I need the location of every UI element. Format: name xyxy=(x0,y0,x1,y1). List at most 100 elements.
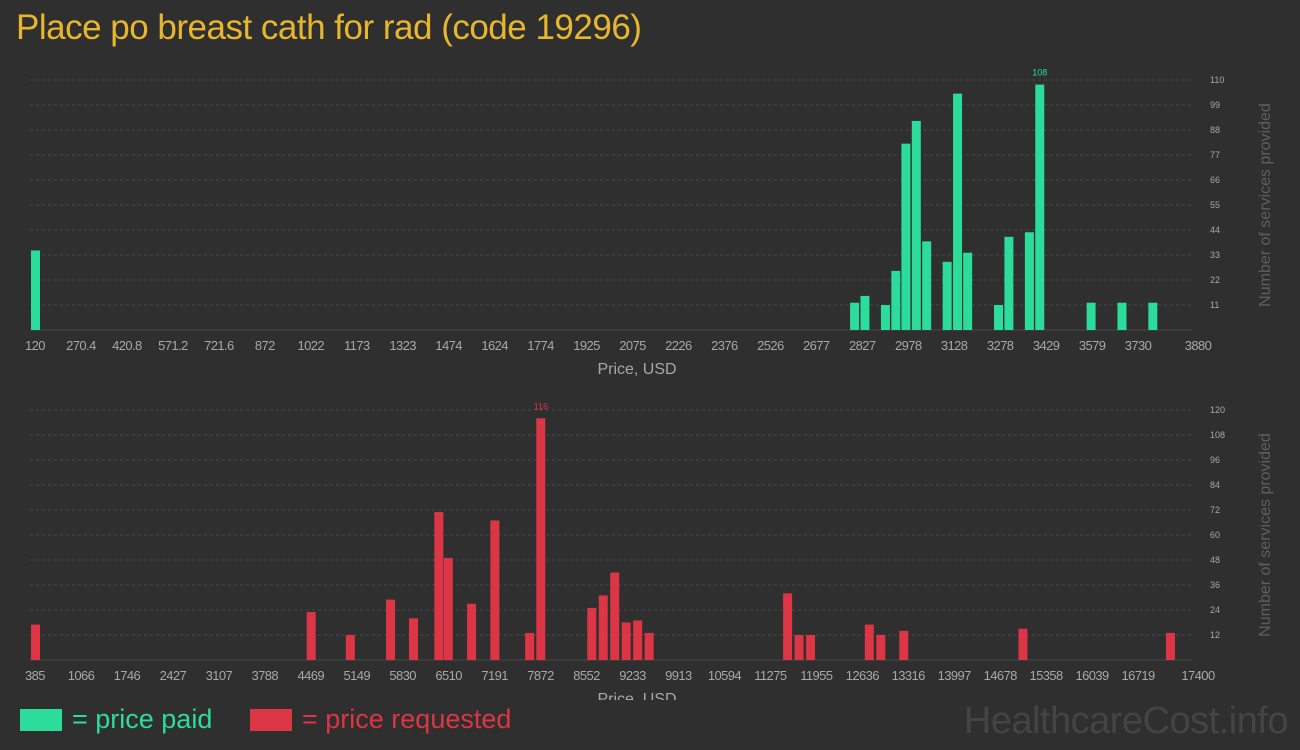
x-tick-label: 2827 xyxy=(849,338,876,353)
requested-bar xyxy=(525,632,535,660)
page-title: Place po breast cath for rad (code 19296… xyxy=(16,8,642,47)
x-tick-label: 2978 xyxy=(895,338,922,353)
x-tick-label: 7191 xyxy=(481,668,508,683)
x-tick-label: 3429 xyxy=(1033,338,1060,353)
paid-bar xyxy=(31,250,40,330)
requested-bar xyxy=(434,512,444,660)
requested-bar xyxy=(633,620,643,660)
y-tick-label: 96 xyxy=(1210,455,1220,465)
requested-bar xyxy=(876,635,886,660)
x-tick-label: 2376 xyxy=(711,338,738,353)
requested-bar xyxy=(386,599,396,660)
requested-bar xyxy=(864,624,874,660)
x-tick-label: 120 xyxy=(25,338,45,353)
requested-bar xyxy=(1165,632,1175,660)
paid-bar xyxy=(1086,302,1096,330)
x-tick-label: 3880 xyxy=(1185,338,1212,353)
paid-bar xyxy=(1035,84,1045,330)
x-tick-label: 3579 xyxy=(1079,338,1106,353)
x-tick-label: 1774 xyxy=(527,338,554,353)
y-tick-label: 88 xyxy=(1210,125,1220,135)
requested-bar xyxy=(306,612,316,660)
requested-bar xyxy=(345,635,355,660)
x-tick-label: 13316 xyxy=(892,668,926,683)
x-tick-label: 5830 xyxy=(389,668,416,683)
paid-bar xyxy=(922,241,932,330)
x-tick-label: 872 xyxy=(255,338,275,353)
paid-bar xyxy=(911,120,921,330)
x-tick-label: 3788 xyxy=(252,668,279,683)
max-value-label: 116 xyxy=(534,401,548,411)
paid-bar xyxy=(1004,236,1014,330)
y-tick-label: 36 xyxy=(1210,580,1220,590)
x-tick-label: 5149 xyxy=(343,668,370,683)
requested-bar xyxy=(1018,628,1028,660)
y-tick-label: 55 xyxy=(1210,200,1220,210)
x-tick-label: 2226 xyxy=(665,338,692,353)
requested-bar xyxy=(899,630,909,660)
x-tick-label: 721.6 xyxy=(204,338,234,353)
y-tick-label: 72 xyxy=(1210,505,1220,515)
watermark: HealthcareCost.info xyxy=(963,700,1289,742)
x-tick-label: 4469 xyxy=(297,668,324,683)
legend-label-paid: = price paid xyxy=(72,704,213,734)
paid-bar xyxy=(1024,232,1034,330)
y-tick-label: 99 xyxy=(1210,100,1220,110)
requested-bar xyxy=(587,607,597,660)
y-tick-label: 48 xyxy=(1210,555,1220,565)
paid-bar xyxy=(860,295,870,330)
x-tick-label: 13997 xyxy=(938,668,972,683)
y-tick-label: 33 xyxy=(1210,250,1220,260)
x-tick-label: 1624 xyxy=(481,338,508,353)
x-tick-label: 3107 xyxy=(206,668,233,683)
y-tick-label: 84 xyxy=(1210,480,1220,490)
x-tick-label: 3730 xyxy=(1125,338,1152,353)
paid-bar xyxy=(953,93,963,331)
requested-bar xyxy=(783,593,793,660)
y-axis-title: Number of services provided xyxy=(1257,103,1274,307)
x-tick-label: 16719 xyxy=(1121,668,1155,683)
x-tick-label: 2526 xyxy=(757,338,784,353)
y-tick-label: 110 xyxy=(1210,75,1224,85)
paid-bar xyxy=(850,302,860,330)
y-tick-label: 24 xyxy=(1210,605,1220,615)
requested-bar xyxy=(490,520,500,660)
x-tick-label: 15358 xyxy=(1030,668,1064,683)
requested-bar xyxy=(31,624,40,660)
x-tick-label: 9913 xyxy=(665,668,692,683)
requested-bar xyxy=(467,603,477,660)
y-tick-label: 60 xyxy=(1210,530,1220,540)
x-tick-label: 14678 xyxy=(984,668,1018,683)
y-tick-label: 108 xyxy=(1210,430,1225,440)
paid-bar xyxy=(942,261,952,330)
x-tick-label: 1173 xyxy=(344,338,370,353)
y-tick-label: 12 xyxy=(1210,630,1220,640)
x-tick-label: 1066 xyxy=(68,668,95,683)
requested-bar xyxy=(598,595,608,660)
requested-bar xyxy=(408,618,418,660)
x-tick-label: 11955 xyxy=(800,668,833,683)
x-tick-label: 2427 xyxy=(160,668,187,683)
x-axis-title: Price, USD xyxy=(597,691,676,700)
requested-bar xyxy=(443,557,453,660)
x-tick-label: 1474 xyxy=(435,338,462,353)
legend-label-requested: = price requested xyxy=(302,704,512,734)
charts-area: 11 22 33 44 55 66 77 88 99 110 120 270.4 420.8 571.2 7… xyxy=(25,68,1274,700)
x-axis-title: Price, USD xyxy=(597,361,676,378)
y-tick-label: 66 xyxy=(1210,175,1220,185)
x-tick-label: 6510 xyxy=(435,668,462,683)
paid-bar xyxy=(901,143,911,330)
x-tick-label: 8552 xyxy=(573,668,600,683)
legend-item-paid: = price paid xyxy=(20,704,212,735)
x-tick-label: 1022 xyxy=(297,338,324,353)
x-tick-label: 3128 xyxy=(941,338,968,353)
requested-bar xyxy=(621,622,631,660)
paid-swatch xyxy=(20,708,62,731)
x-tick-label: 3278 xyxy=(987,338,1014,353)
x-tick-label: 385 xyxy=(25,668,45,683)
requested-bar xyxy=(794,635,804,660)
requested-bar xyxy=(806,635,816,660)
x-tick-label: 2075 xyxy=(619,338,646,353)
requested-bar xyxy=(536,418,546,660)
requested-swatch xyxy=(250,708,292,731)
